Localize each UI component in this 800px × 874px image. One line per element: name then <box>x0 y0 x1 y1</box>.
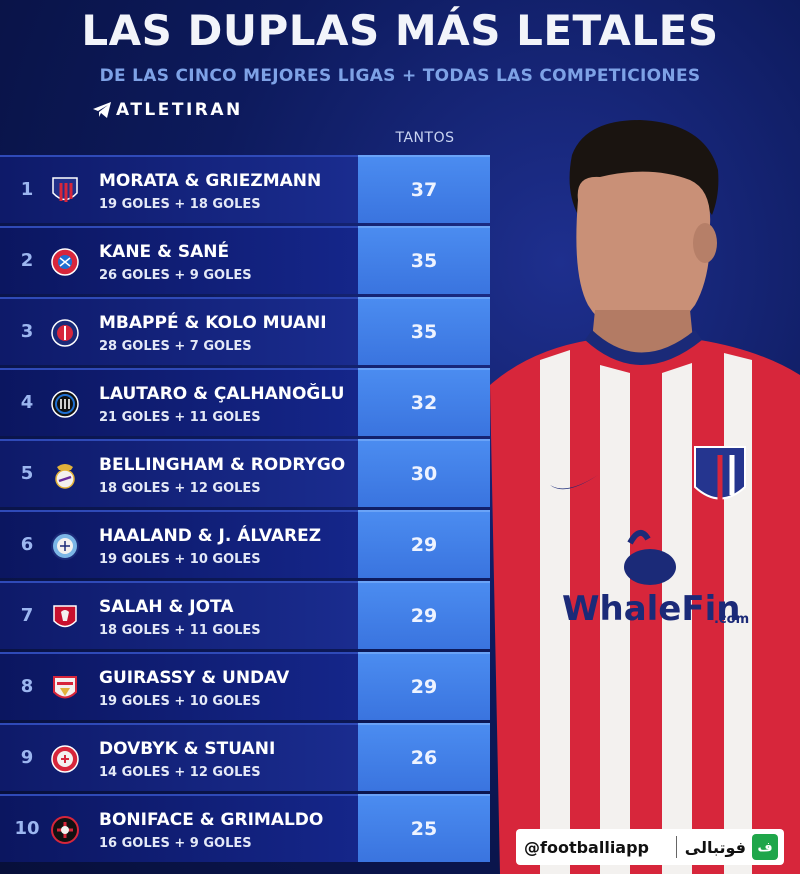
list-item: 6 HAALAND & J. ÁLVAREZ 19 GOLES + 10 GOL… <box>0 510 495 581</box>
duo-names: MORATA & GRIEZMANN <box>99 171 322 191</box>
column-header-tantos: TANTOS <box>395 130 455 146</box>
total-goals: 35 <box>358 226 490 294</box>
watermark-arabic-name: فوتبالی <box>684 837 746 857</box>
duo-goals: 19 GOLES + 10 GOLES <box>99 552 261 567</box>
total-goals: 26 <box>358 723 490 791</box>
page-subtitle: DE LAS CINCO MEJORES LIGAS + TODAS LAS C… <box>99 66 701 86</box>
total-goals: 30 <box>358 439 490 507</box>
rank-number: 9 <box>20 747 34 768</box>
watermark-handle: @footballiapp <box>524 837 649 857</box>
duo-goals: 19 GOLES + 18 GOLES <box>99 197 261 212</box>
total-goals: 25 <box>358 794 490 862</box>
inter-crest-icon <box>51 390 79 418</box>
brand-name: ATLETIRAN <box>116 100 243 120</box>
list-item: 1 MORATA & GRIEZMANN 19 GOLES + 18 GOLES… <box>0 155 495 226</box>
svg-text:.com: .com <box>714 612 749 627</box>
rank-number: 8 <box>20 676 34 697</box>
bayern-munich-crest-icon <box>51 248 79 276</box>
total-goals: 29 <box>358 510 490 578</box>
list-item: 2 KANE & SANÉ 26 GOLES + 9 GOLES 35 <box>0 226 495 297</box>
player-photo: WhaleFin .com <box>490 120 800 874</box>
rank-number: 4 <box>20 392 34 413</box>
duo-goals: 26 GOLES + 9 GOLES <box>99 268 252 283</box>
list-item: 7 SALAH & JOTA 18 GOLES + 11 GOLES 29 <box>0 581 495 652</box>
liverpool-crest-icon <box>53 605 77 628</box>
duo-names: MBAPPÉ & KOLO MUANI <box>99 313 327 333</box>
total-goals: 37 <box>358 155 490 223</box>
total-goals: 32 <box>358 368 490 436</box>
rank-number: 2 <box>20 250 34 271</box>
footballi-logo-icon: ف <box>752 834 778 860</box>
atletico-madrid-crest-icon <box>52 177 78 202</box>
svg-text:WhaleFin: WhaleFin <box>562 589 740 629</box>
list-item: 8 GUIRASSY & UNDAV 19 GOLES + 10 GOLES 2… <box>0 652 495 723</box>
brand-handle: ATLETIRAN <box>92 100 243 120</box>
girona-crest-icon <box>51 745 79 773</box>
list-item: 5 BELLINGHAM & RODRYGO 18 GOLES + 12 GOL… <box>0 439 495 510</box>
duo-goals: 21 GOLES + 11 GOLES <box>99 410 261 425</box>
rank-number: 1 <box>20 179 34 200</box>
duo-names: BONIFACE & GRIMALDO <box>99 810 324 830</box>
duo-goals: 16 GOLES + 9 GOLES <box>99 836 252 851</box>
watermark-divider <box>675 836 677 858</box>
duo-names: DOVBYK & STUANI <box>99 739 276 759</box>
rank-number: 6 <box>20 534 34 555</box>
duo-names: GUIRASSY & UNDAV <box>99 668 290 688</box>
duo-goals: 28 GOLES + 7 GOLES <box>99 339 252 354</box>
duo-goals: 18 GOLES + 11 GOLES <box>99 623 261 638</box>
manchester-city-crest-icon <box>51 532 79 560</box>
list-item: 4 LAUTARO & ÇALHANOĞLU 21 GOLES + 11 GOL… <box>0 368 495 439</box>
total-goals: 35 <box>358 297 490 365</box>
total-goals: 29 <box>358 581 490 649</box>
rank-number: 3 <box>20 321 34 342</box>
duo-goals: 14 GOLES + 12 GOLES <box>99 765 261 780</box>
real-madrid-crest-icon <box>55 464 75 489</box>
list-item: 10 BONIFACE & GRIMALDO 16 GOLES + 9 GOLE… <box>0 794 495 865</box>
duo-names: HAALAND & J. ÁLVAREZ <box>99 526 322 546</box>
telegram-icon <box>93 102 111 118</box>
leverkusen-crest-icon <box>51 816 79 844</box>
watermark-badge: @footballiapp فوتبالی ف <box>516 829 784 865</box>
duo-names: SALAH & JOTA <box>99 597 234 617</box>
duo-names: LAUTARO & ÇALHANOĞLU <box>99 384 345 404</box>
duo-goals: 19 GOLES + 10 GOLES <box>99 694 261 709</box>
list-item: 9 DOVBYK & STUANI 14 GOLES + 12 GOLES 26 <box>0 723 495 794</box>
stuttgart-crest-icon <box>53 676 77 699</box>
duo-goals: 18 GOLES + 12 GOLES <box>99 481 261 496</box>
rank-number: 5 <box>20 463 34 484</box>
total-goals: 29 <box>358 652 490 720</box>
list-item: 3 MBAPPÉ & KOLO MUANI 28 GOLES + 7 GOLES… <box>0 297 495 368</box>
rank-number: 10 <box>14 818 40 839</box>
rank-number: 7 <box>20 605 34 626</box>
duo-names: KANE & SANÉ <box>99 242 230 262</box>
ranking-list: 1 MORATA & GRIEZMANN 19 GOLES + 18 GOLES… <box>0 155 495 865</box>
psg-crest-icon <box>51 319 79 347</box>
page-title: LAS DUPLAS MÁS LETALES <box>81 6 719 55</box>
duo-names: BELLINGHAM & RODRYGO <box>99 455 346 475</box>
